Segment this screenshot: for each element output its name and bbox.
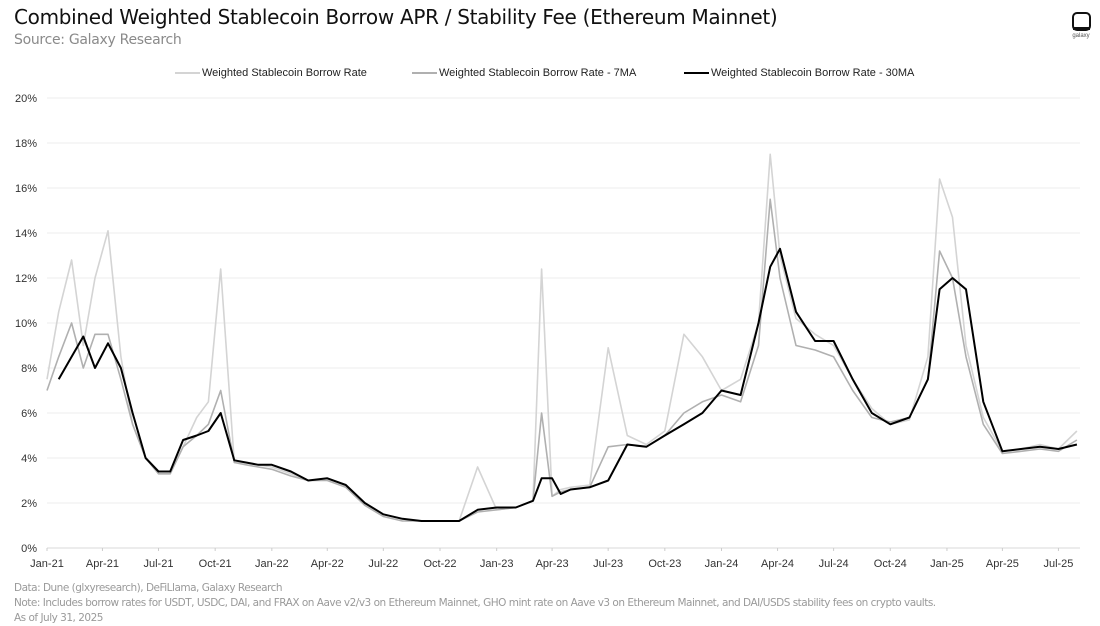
y-tick-label: 0% [21,543,37,555]
methodology-note: Note: Includes borrow rates for USDT, US… [14,597,936,609]
y-tick-label: 14% [15,228,37,240]
y-tick-label: 12% [15,273,37,285]
x-tick-label: Apr-25 [986,558,1019,570]
gridlines [47,97,1080,549]
x-tick-label: Jul-23 [593,558,623,570]
y-tick-label: 2% [21,498,37,510]
x-tick-label: Jan-23 [480,558,514,570]
x-tick-label: Jan-24 [705,558,739,570]
logo-text: galaxy [1072,33,1090,39]
x-tick-label: Jan-25 [930,558,964,570]
series-line-1 [46,198,1078,522]
legend-item-raw: Weighted Stablecoin Borrow Rate [175,67,367,79]
x-tick-label: Jan-21 [30,558,64,570]
chart-footer: Data: Dune (glxyresearch), DeFiLlama, Ga… [14,581,936,626]
y-tick-label: 8% [21,363,37,375]
chart-subtitle: Source: Galaxy Research [14,32,182,48]
galaxy-logo-icon [1071,12,1091,31]
y-tick-label: 10% [15,318,37,330]
x-tick-label: Jul-24 [819,558,849,570]
x-axis: Jan-21 Apr-21 Jul-21 Oct-21 Jan-22 Apr-22 Jul-… [30,548,1073,570]
series-line-2 [57,247,1078,522]
x-tick-label: Apr-22 [311,558,344,570]
x-tick-label: Apr-21 [86,558,119,570]
y-axis: 0% 2% 4% 6% 8% 10% 12% 14% 16% 18% 20% [15,93,37,555]
as-of-date: As of July 31, 2025 [14,612,103,624]
legend-swatch-raw [175,72,200,74]
x-tick-label: Apr-24 [761,558,794,570]
x-tick-label: Jan-22 [255,558,289,570]
series-line-0 [46,153,1078,522]
x-tick-label: Jul-25 [1043,558,1073,570]
x-tick-label: Oct-24 [874,558,907,570]
legend-label-7ma: Weighted Stablecoin Borrow Rate - 7MA [439,67,637,79]
x-tick-label: Oct-23 [648,558,681,570]
chart-title: Combined Weighted Stablecoin Borrow APR … [14,5,778,29]
galaxy-logo: galaxy [1068,12,1094,48]
chart-legend: Weighted Stablecoin Borrow Rate Weighted… [0,67,1100,83]
y-tick-label: 6% [21,408,37,420]
y-tick-label: 20% [15,93,37,105]
y-tick-label: 18% [15,138,37,150]
legend-swatch-7ma [412,72,437,74]
x-tick-label: Oct-21 [199,558,232,570]
x-tick-label: Apr-23 [536,558,569,570]
legend-swatch-30ma [684,72,709,74]
x-tick-label: Oct-22 [423,558,456,570]
y-tick-label: 4% [21,453,37,465]
legend-label-30ma: Weighted Stablecoin Borrow Rate - 30MA [711,67,915,79]
legend-item-30ma: Weighted Stablecoin Borrow Rate - 30MA [684,67,914,79]
x-tick-label: Jul-22 [368,558,398,570]
legend-item-7ma: Weighted Stablecoin Borrow Rate - 7MA [412,67,636,79]
line-chart: 0% 2% 4% 6% 8% 10% 12% 14% 16% 18% 20% Jan-21 Apr-2… [15,93,1080,570]
legend-label-raw: Weighted Stablecoin Borrow Rate [202,67,367,79]
data-source-note: Data: Dune (glxyresearch), DeFiLlama, Ga… [14,582,283,594]
y-tick-label: 16% [15,183,37,195]
chart-series [46,153,1078,522]
x-tick-label: Jul-21 [144,558,174,570]
